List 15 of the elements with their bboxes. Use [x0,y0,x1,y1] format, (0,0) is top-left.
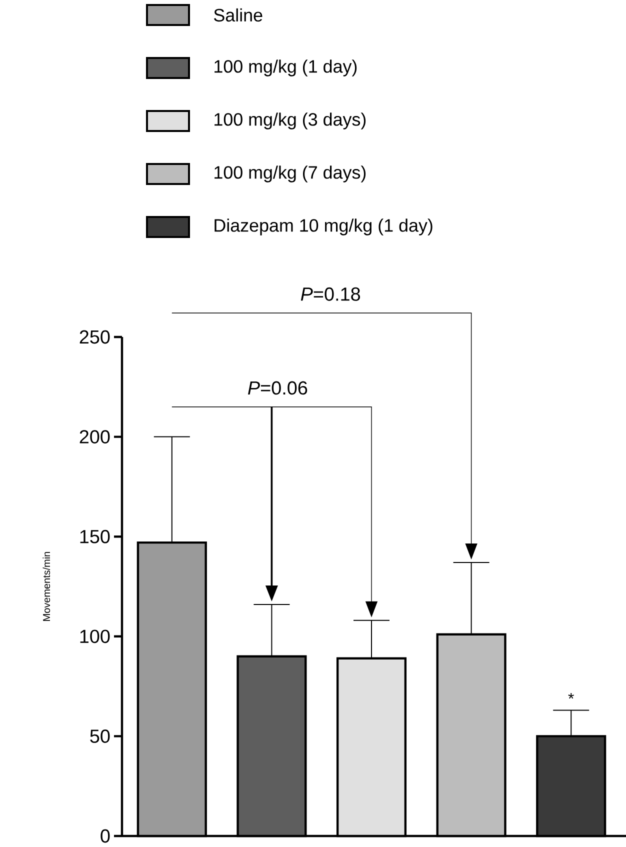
y-tick-label: 250 [80,330,110,344]
legend-label: 100 mg/kg (7 days) [214,166,366,182]
y-tick-label: 200 [80,430,110,444]
legend-label: Diazepam 10 mg/kg (1 day) [214,218,432,236]
y-tick-label: 150 [80,530,110,544]
legend-label: 100 mg/kg (3 days) [214,112,366,130]
text: P=0.18 [300,287,360,301]
y-axis-title: Movements/min [42,552,50,621]
legend-label: Saline [214,8,262,22]
y-tick-label: 100 [80,630,110,644]
annotation: * [568,693,574,699]
legend-label: 100 mg/kg (1 day) [214,60,357,76]
y-tick-label: 0 [100,829,110,843]
annotation: P=0.06 [248,381,308,395]
y-tick-label: 50 [90,729,110,743]
